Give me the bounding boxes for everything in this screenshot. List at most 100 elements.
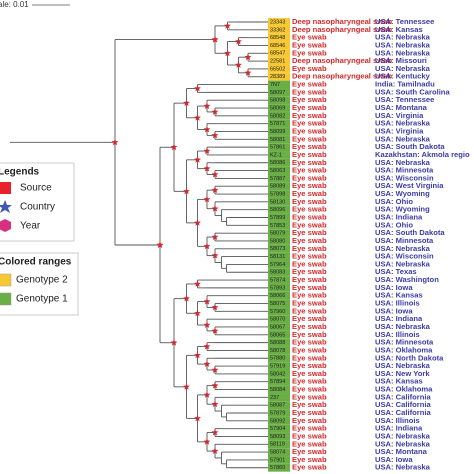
range-box xyxy=(268,41,290,50)
leaf-id: 58074 xyxy=(270,450,285,456)
leaf-source: Eye swab xyxy=(292,228,327,237)
legend-box: Legends Source Country Year xyxy=(0,162,75,242)
range-box xyxy=(268,315,290,324)
leaf-country: India: Tamilnadu xyxy=(375,80,435,89)
range-box xyxy=(268,221,290,230)
leaf-id: 7N7 xyxy=(270,82,280,88)
leaf-country: USA: Washington xyxy=(375,275,439,284)
leaf-source: Eye swab xyxy=(292,447,327,456)
leaf-id: 58088 xyxy=(270,340,285,346)
leaf-id: 57960 xyxy=(270,309,285,315)
range-box xyxy=(268,88,290,97)
leaf-source: Eye swab xyxy=(292,181,327,190)
leaf-id: 58086 xyxy=(270,160,285,166)
leaf-country: USA: West Virginia xyxy=(375,181,444,190)
range-box xyxy=(268,338,290,347)
leaf-id: 58093 xyxy=(270,434,285,440)
range-swatch xyxy=(0,292,12,306)
range-box xyxy=(268,307,290,316)
leaf-id: 57964 xyxy=(270,262,285,268)
range-box xyxy=(268,362,290,370)
leaf-country: USA: Oklahoma xyxy=(375,345,433,354)
leaf-country: USA: Nebraska xyxy=(375,361,431,370)
range-box xyxy=(268,65,290,73)
leaf-source: Eye swab xyxy=(292,408,327,417)
range-box xyxy=(268,57,290,66)
leaf-id: 57861 xyxy=(270,145,285,151)
leaf-id: 58087 xyxy=(270,403,285,409)
range-box xyxy=(268,25,290,34)
range-box xyxy=(268,72,290,81)
leaf-source: Eye swab xyxy=(292,252,327,261)
range-box xyxy=(268,252,290,261)
leaf-id: 237 xyxy=(270,395,279,401)
leaf-id: 57874 xyxy=(270,278,285,284)
leaf-country: USA: Nebraska xyxy=(375,158,431,167)
range-box xyxy=(268,127,290,136)
range-box xyxy=(268,96,290,105)
leaf-id: 22581 xyxy=(270,59,285,65)
leaf-country: USA: Wyoming xyxy=(375,205,430,214)
leaf-id: 57853 xyxy=(270,223,285,229)
legend-title: Legends xyxy=(0,167,40,178)
country-icon xyxy=(0,200,12,213)
range-box xyxy=(268,111,290,120)
range-box xyxy=(268,346,290,355)
leaf-country: USA: Nebraska xyxy=(375,64,431,73)
leaf-country: USA: Ohio xyxy=(375,197,413,206)
leaf-source: Eye swab xyxy=(292,353,327,362)
leaf-id: 28389 xyxy=(270,74,285,80)
leaf-country: USA: Virginia xyxy=(375,111,424,120)
range-box xyxy=(268,244,290,253)
range-box xyxy=(268,323,290,331)
leaf-source: Eye swab xyxy=(292,126,327,135)
ranges-title: Colored ranges xyxy=(0,257,72,268)
range-box xyxy=(268,158,290,167)
leaf-country: USA: Illinois xyxy=(375,416,420,425)
tree xyxy=(10,21,268,469)
leaf-id: 57879 xyxy=(270,410,285,416)
leaf-country: USA: Nebraska xyxy=(375,134,431,143)
leaf-country: USA: Minnesota xyxy=(375,338,434,347)
range-box xyxy=(268,268,290,277)
leaf-id: KZ-1 xyxy=(270,152,282,158)
leaf-country: USA: Indiana xyxy=(375,213,423,222)
range-box xyxy=(268,330,290,339)
range-box xyxy=(268,197,290,206)
legend-frame xyxy=(0,162,75,242)
range-box xyxy=(268,448,290,457)
range-box xyxy=(268,174,290,183)
leaf-source: Eye swab xyxy=(292,314,327,323)
leaf-source: Eye swab xyxy=(292,377,327,386)
leaf-source: Eye swab xyxy=(292,338,327,347)
leaf-source: Eye swab xyxy=(292,80,327,89)
leaf-country: USA: Iowa xyxy=(375,455,413,464)
leaf-source: Eye swab xyxy=(292,142,327,151)
leaf-source: Eye swab xyxy=(292,134,327,143)
leaf-country: USA: Nebraska xyxy=(375,259,431,268)
range-box xyxy=(268,416,290,425)
leaf-source: Deep nasopharyngeal swab xyxy=(292,17,392,26)
leaf-source: Eye swab xyxy=(292,158,327,167)
range-box xyxy=(268,190,290,198)
leaf-source: Eye swab xyxy=(292,345,327,354)
leaf-country: USA: Missouri xyxy=(375,56,427,65)
leaf-country: Kazakhstan: Akmola regio xyxy=(375,150,470,159)
leaf-id: 58080 xyxy=(270,238,285,244)
node-marker xyxy=(156,241,164,248)
range-box xyxy=(268,205,290,214)
leaf-id: 57899 xyxy=(270,215,285,221)
leaf-source: Eye swab xyxy=(292,87,327,96)
leaf-source: Eye swab xyxy=(292,306,327,315)
leaf-country: USA: Nebraska xyxy=(375,244,431,253)
range-box xyxy=(268,18,290,26)
leaf-country: USA: Kansas xyxy=(375,291,423,300)
range-box xyxy=(268,33,290,42)
range-box xyxy=(268,166,290,175)
leaf-source: Eye swab xyxy=(292,220,327,229)
leaf-country: USA: Montana xyxy=(375,447,428,456)
leaf-source: Eye swab xyxy=(292,166,327,175)
leaf-country: USA: Minnesota xyxy=(375,166,434,175)
leaf-id: 58130 xyxy=(270,199,285,205)
